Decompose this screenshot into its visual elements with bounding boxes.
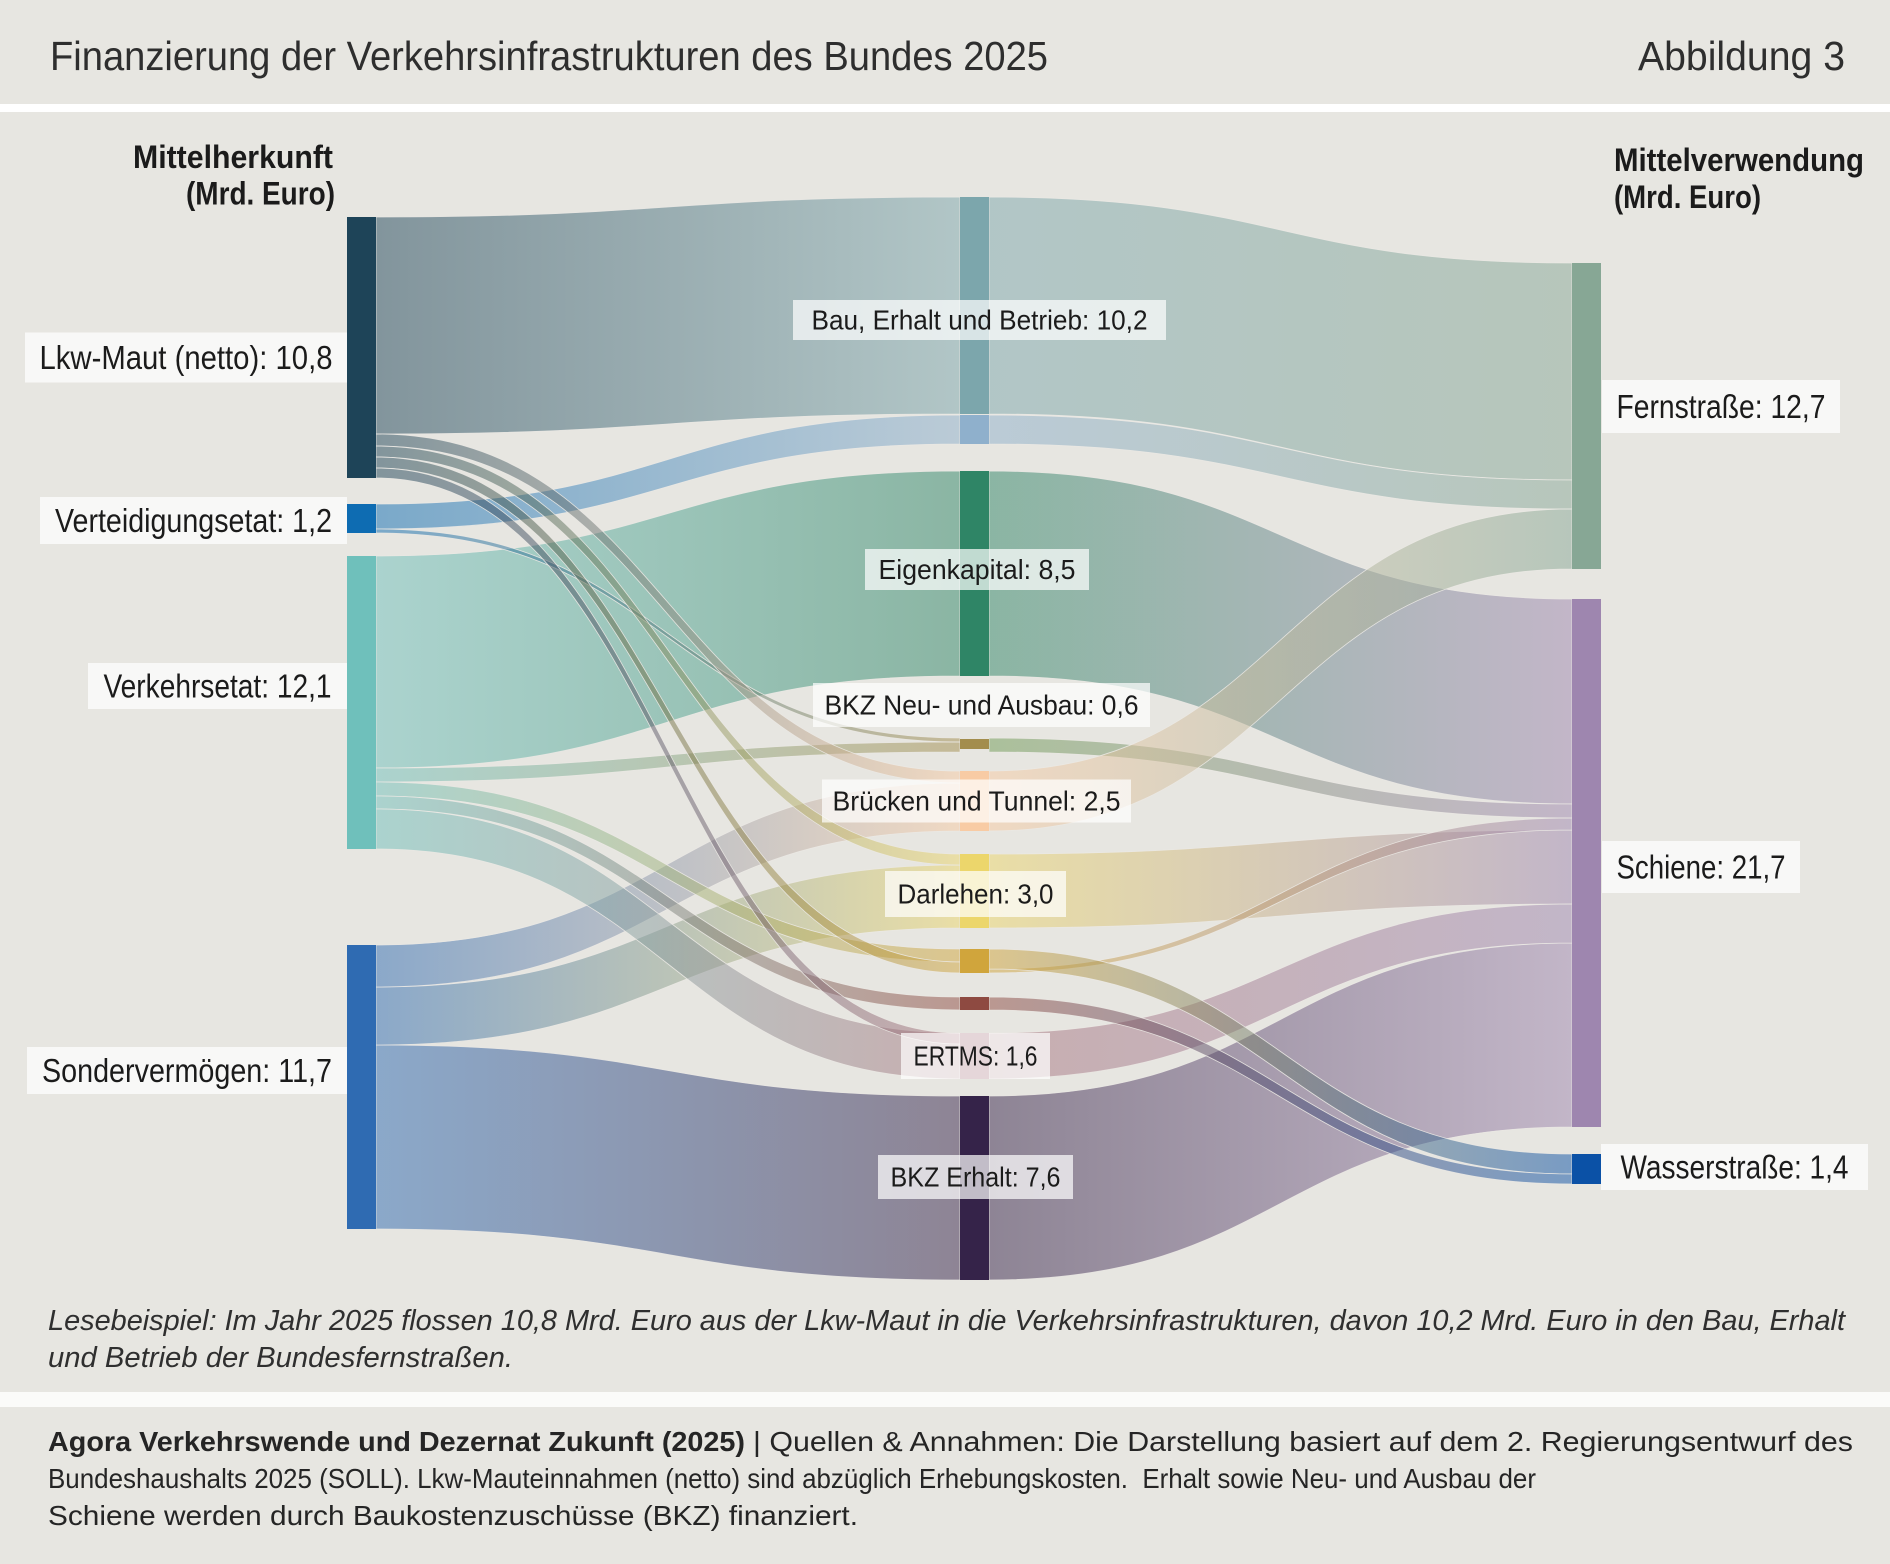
svg-text:Eigenkapital: 8,5: Eigenkapital: 8,5 xyxy=(879,554,1076,585)
svg-text:Brücken und Tunnel: 2,5: Brücken und Tunnel: 2,5 xyxy=(833,786,1121,817)
svg-text:Mittelverwendung: Mittelverwendung xyxy=(1614,142,1864,178)
svg-text:Lesebeispiel: Im Jahr 2025 flo: Lesebeispiel: Im Jahr 2025 flossen 10,8 … xyxy=(48,1305,1847,1337)
svg-text:und Betrieb der Bundesfernstra: und Betrieb der Bundesfernstraßen. xyxy=(48,1342,513,1374)
svg-text:Darlehen: 3,0: Darlehen: 3,0 xyxy=(898,879,1054,910)
svg-text:Schiene: 21,7: Schiene: 21,7 xyxy=(1617,848,1786,885)
svg-text:Schiene werden durch Baukosten: Schiene werden durch Baukostenzuschüsse … xyxy=(48,1500,858,1531)
svg-text:Verteidigungsetat: 1,2: Verteidigungsetat: 1,2 xyxy=(55,502,332,539)
svg-text:Finanzierung der Verkehrsinfra: Finanzierung der Verkehrsinfrastrukturen… xyxy=(50,33,1048,79)
svg-text:Verkehrsetat: 12,1: Verkehrsetat: 12,1 xyxy=(104,667,332,704)
svg-text:Mittelherkunft: Mittelherkunft xyxy=(133,139,333,175)
svg-text:Sondervermögen: 11,7: Sondervermögen: 11,7 xyxy=(42,1052,332,1089)
svg-text:Abbildung 3: Abbildung 3 xyxy=(1638,33,1845,79)
svg-text:Fernstraße: 12,7: Fernstraße: 12,7 xyxy=(1617,388,1826,425)
svg-text:Lkw-Maut (netto): 10,8: Lkw-Maut (netto): 10,8 xyxy=(40,339,333,376)
svg-text:Bau, Erhalt und Betrieb: 10,2: Bau, Erhalt und Betrieb: 10,2 xyxy=(812,305,1148,336)
svg-text:Wasserstraße: 1,4: Wasserstraße: 1,4 xyxy=(1621,1148,1849,1185)
svg-text:(Mrd. Euro): (Mrd. Euro) xyxy=(186,176,335,212)
svg-text:ERTMS: 1,6: ERTMS: 1,6 xyxy=(914,1041,1038,1072)
svg-text:BKZ Erhalt: 7,6: BKZ Erhalt: 7,6 xyxy=(891,1162,1061,1193)
svg-text:| Quellen & Annahmen: Die Dars: | Quellen & Annahmen: Die Darstellung ba… xyxy=(753,1426,1853,1457)
svg-text:Bundeshaushalts 2025 (SOLL). L: Bundeshaushalts 2025 (SOLL). Lkw-Mautein… xyxy=(48,1463,1536,1494)
svg-text:BKZ Neu- und Ausbau: 0,6: BKZ Neu- und Ausbau: 0,6 xyxy=(825,690,1139,721)
svg-text:Agora Verkehrswende und Dezern: Agora Verkehrswende und Dezernat Zukunft… xyxy=(48,1426,745,1457)
svg-text:(Mrd. Euro): (Mrd. Euro) xyxy=(1614,179,1761,215)
